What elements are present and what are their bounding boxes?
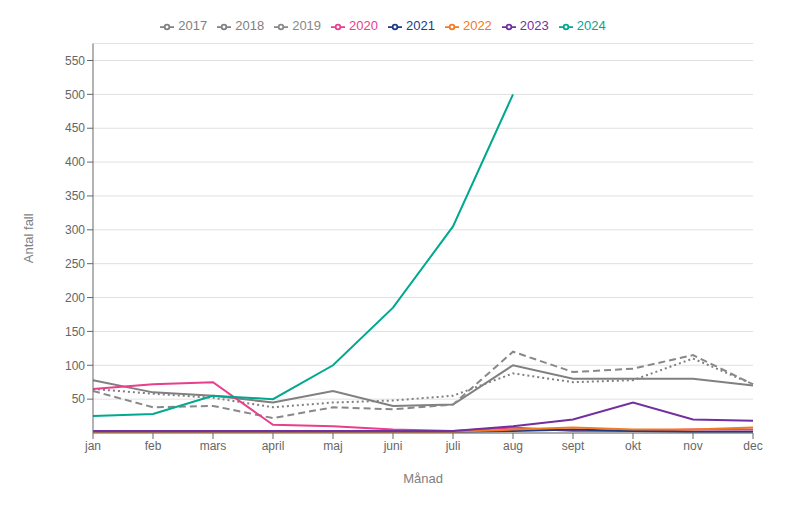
- svg-text:250: 250: [65, 257, 85, 271]
- svg-text:juni: juni: [383, 439, 403, 453]
- svg-text:Månad: Månad: [403, 471, 443, 486]
- svg-text:400: 400: [65, 155, 85, 169]
- html-text:2022: 2022: [462, 18, 492, 33]
- svg-text:okt: okt: [625, 439, 642, 453]
- svg-text:jan: jan: [84, 439, 101, 453]
- html-text:2023: 2023: [519, 18, 549, 33]
- svg-text:aug: aug: [503, 439, 523, 453]
- svg-text:500: 500: [65, 88, 85, 102]
- svg-text:200: 200: [65, 291, 85, 305]
- html-text:2020: 2020: [349, 18, 378, 33]
- svg-text:150: 150: [65, 325, 85, 339]
- svg-text:300: 300: [65, 223, 85, 237]
- html-text:2021: 2021: [406, 18, 435, 33]
- html-text:2018: 2018: [235, 18, 265, 33]
- svg-text:450: 450: [65, 121, 85, 135]
- svg-text:350: 350: [65, 189, 85, 203]
- svg-text:nov: nov: [683, 439, 702, 453]
- html-text:2017: 2017: [178, 18, 208, 33]
- svg-text:sept: sept: [562, 439, 585, 453]
- svg-text:550: 550: [65, 54, 85, 68]
- svg-text:juli: juli: [445, 439, 461, 453]
- svg-text:100: 100: [65, 359, 85, 373]
- svg-text:dec: dec: [743, 439, 762, 453]
- svg-text:maj: maj: [323, 439, 342, 453]
- html-text:2019: 2019: [292, 18, 322, 33]
- svg-text:50: 50: [72, 392, 86, 406]
- svg-text:mars: mars: [200, 439, 227, 453]
- svg-text:feb: feb: [145, 439, 162, 453]
- svg-text:april: april: [262, 439, 285, 453]
- html-text:2024: 2024: [576, 18, 606, 33]
- svg-text:Antal fall: Antal fall: [21, 213, 36, 263]
